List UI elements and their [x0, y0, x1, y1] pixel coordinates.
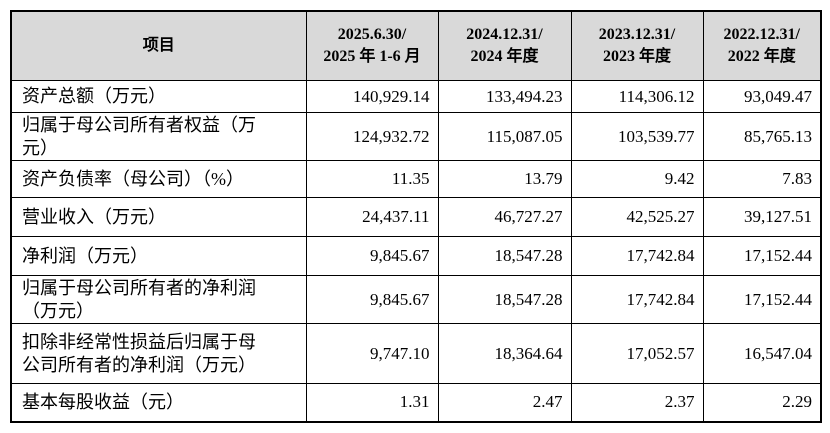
- header-text: 2025.6.30/: [337, 26, 407, 43]
- label-text: 净利润（万元）: [22, 245, 148, 266]
- value-cell: 114,306.12: [570, 80, 704, 113]
- value-cell: 18,364.64: [437, 323, 572, 384]
- value-cell: 85,765.13: [702, 112, 822, 161]
- table-row: 归属于母公司所有者权益（万 元） 124,932.72 115,087.05 103,5…: [10, 112, 822, 161]
- label-text: 资产负债率（母公司）（%）: [22, 168, 244, 189]
- table-row: 净利润（万元） 9,845.67 18,547.28 17,742.84 17,152.…: [10, 236, 822, 276]
- value-cell: 17,742.84: [570, 275, 704, 324]
- value-cell: 124,932.72: [305, 112, 439, 161]
- row-label: 资产负债率（母公司）（%）: [10, 160, 307, 198]
- table-row: 营业收入（万元） 24,437.11 46,727.27 42,525.27 39,12…: [10, 197, 822, 237]
- value-cell: 13.79: [437, 160, 572, 198]
- header-text: 2023.12.31/: [598, 26, 676, 43]
- table-container: 项目 2025.6.30/2025 年 1-6 月 2024.12.31/2024 …: [10, 10, 822, 423]
- value-cell: 9,845.67: [305, 236, 439, 276]
- header-text: 2022.12.31/: [723, 26, 800, 43]
- value-cell: 42,525.27: [570, 197, 704, 237]
- table-row: 归属于母公司所有者的净利润 （万元） 9,845.67 18,547.28 17,742…: [10, 275, 822, 324]
- header-cell: 2023.12.31/2023 年度: [570, 10, 704, 81]
- value-cell: 7.83: [702, 160, 822, 198]
- value-cell: 39,127.51: [702, 197, 822, 237]
- header-text: 项目: [142, 37, 175, 54]
- label-text: 基本每股收益（元）: [22, 391, 184, 412]
- value-cell: 17,152.44: [702, 275, 822, 324]
- value-cell: 18,547.28: [437, 236, 572, 276]
- row-label: 资产总额（万元）: [10, 80, 307, 113]
- label-text: 扣除非经常性损益后归属于母: [22, 331, 256, 352]
- label-text: 归属于母公司所有者的净利润: [22, 277, 256, 298]
- header-row: 项目 2025.6.30/2025 年 1-6 月 2024.12.31/2024 …: [10, 10, 822, 81]
- value-cell: 115,087.05: [437, 112, 572, 161]
- value-cell: 17,152.44: [702, 236, 822, 276]
- value-cell: 133,494.23: [437, 80, 572, 113]
- value-cell: 103,539.77: [570, 112, 704, 161]
- value-cell: 93,049.47: [702, 80, 822, 113]
- value-cell: 2.37: [570, 383, 704, 422]
- header-text: 2024.12.31/: [466, 26, 543, 43]
- header-text: 2022 年度: [727, 48, 796, 65]
- value-cell: 46,727.27: [437, 197, 572, 237]
- value-cell: 17,052.57: [570, 323, 704, 384]
- label-text: 营业收入（万元）: [22, 206, 166, 227]
- value-cell: 9,845.67: [305, 275, 439, 324]
- row-label: 净利润（万元）: [10, 236, 307, 276]
- table-row: 基本每股收益（元） 1.31 2.47 2.37 2.29: [10, 383, 822, 422]
- header-text: 2024 年度: [470, 48, 539, 65]
- label-text: 归属于母公司所有者权益（万: [22, 114, 256, 135]
- value-cell: 2.47: [437, 383, 572, 422]
- header-cell: 2024.12.31/2024 年度: [437, 10, 572, 81]
- data-table: 项目 2025.6.30/2025 年 1-6 月 2024.12.31/2024 …: [10, 10, 822, 423]
- value-cell: 9.42: [570, 160, 704, 198]
- value-cell: 18,547.28: [437, 275, 572, 324]
- row-label: 扣除非经常性损益后归属于母 公司所有者的净利润（万元）: [10, 323, 307, 384]
- value-cell: 16,547.04: [702, 323, 822, 384]
- value-cell: 140,929.14: [305, 80, 439, 113]
- table-row: 资产负债率（母公司）（%） 11.35 13.79 9.42 7.83: [10, 160, 822, 198]
- table-row: 扣除非经常性损益后归属于母 公司所有者的净利润（万元） 9,747.10 18,364…: [10, 323, 822, 384]
- header-cell: 2025.6.30/2025 年 1-6 月: [305, 10, 439, 81]
- table-body: 资产总额（万元） 140,929.14 133,494.23 114,306.12 93…: [10, 80, 822, 422]
- value-cell: 17,742.84: [570, 236, 704, 276]
- value-cell: 2.29: [702, 383, 822, 422]
- label-text: 元）: [22, 137, 58, 158]
- label-text: 公司所有者的净利润（万元）: [22, 354, 256, 375]
- label-text: （万元）: [22, 300, 94, 321]
- header-text: 2025 年 1-6 月: [323, 48, 421, 65]
- value-cell: 24,437.11: [305, 197, 439, 237]
- value-cell: 9,747.10: [305, 323, 439, 384]
- row-label: 归属于母公司所有者权益（万 元）: [10, 112, 307, 161]
- header-text: 2023 年度: [602, 48, 671, 65]
- value-cell: 1.31: [305, 383, 439, 422]
- row-label: 基本每股收益（元）: [10, 383, 307, 422]
- header-cell: 2022.12.31/2022 年度: [702, 10, 822, 81]
- value-cell: 11.35: [305, 160, 439, 198]
- header-cell: 项目: [10, 10, 307, 81]
- label-text: 资产总额（万元）: [22, 86, 166, 106]
- table-header: 项目 2025.6.30/2025 年 1-6 月 2024.12.31/2024 …: [10, 10, 822, 81]
- row-label: 归属于母公司所有者的净利润 （万元）: [10, 275, 307, 324]
- row-label: 营业收入（万元）: [10, 197, 307, 237]
- table-row: 资产总额（万元） 140,929.14 133,494.23 114,306.12 93…: [10, 80, 822, 113]
